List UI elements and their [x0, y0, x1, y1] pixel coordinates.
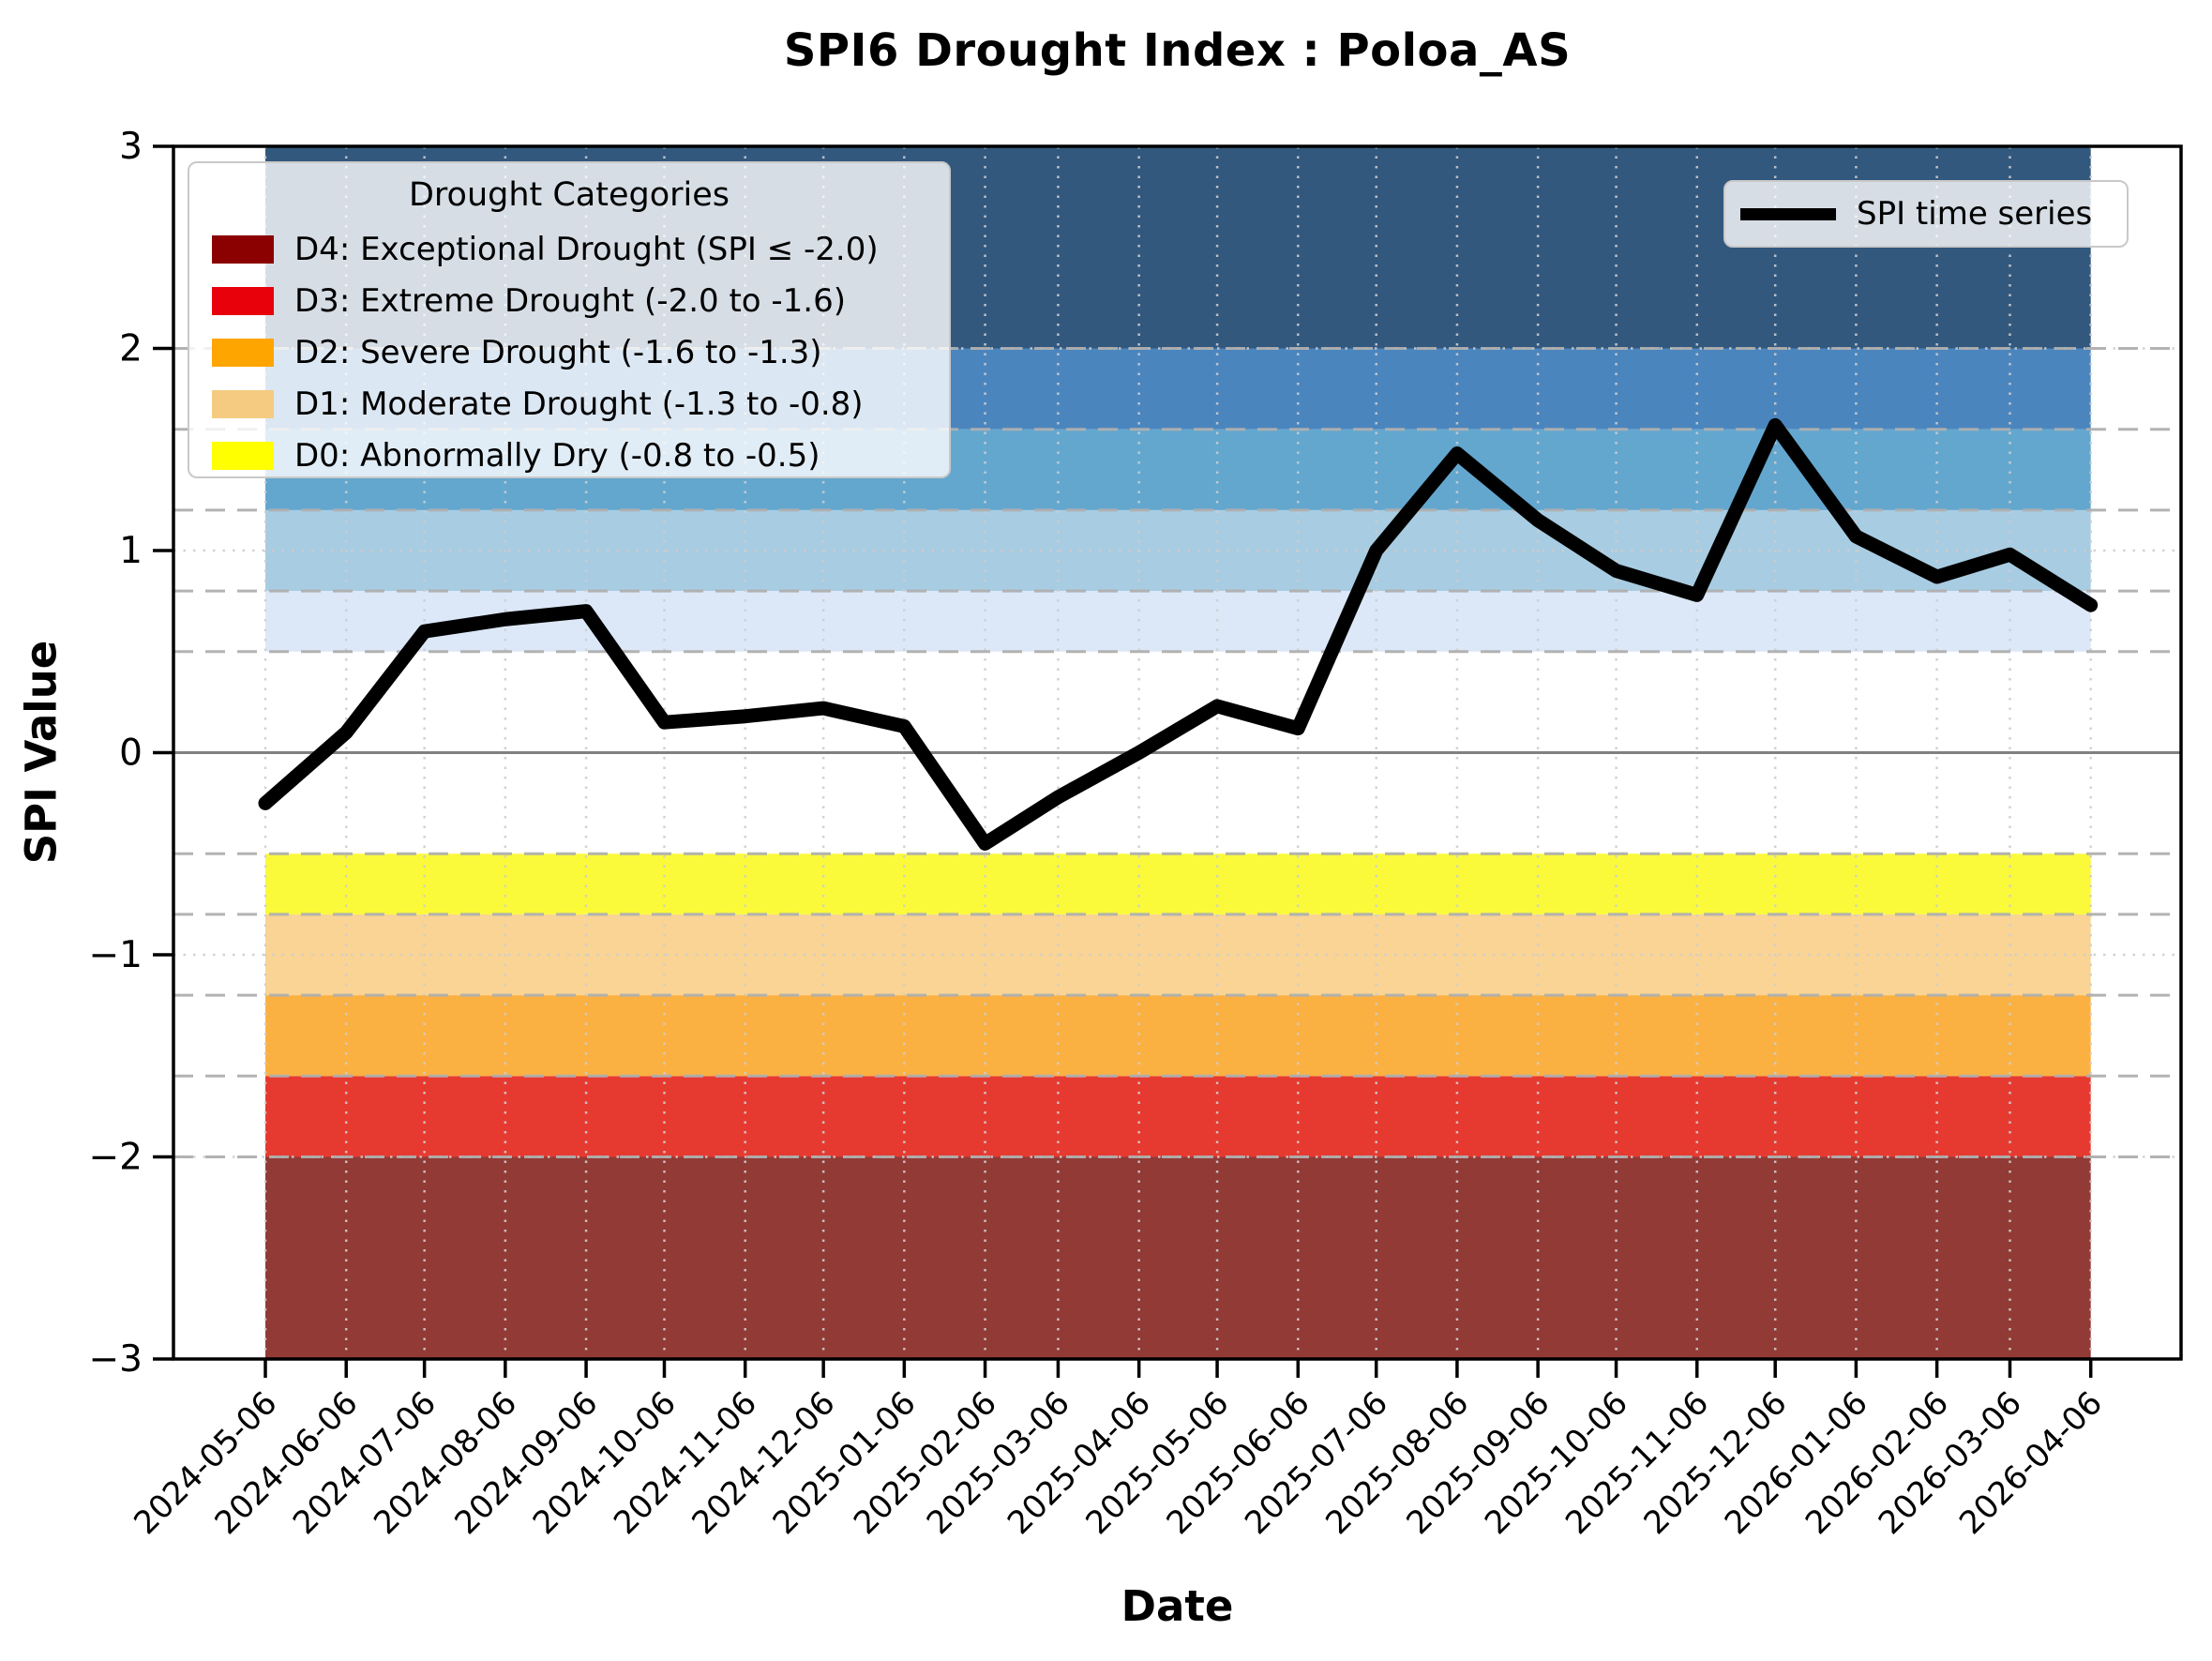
legend-item-label: D0: Abnormally Dry (-0.8 to -0.5) [294, 436, 820, 475]
legend-item-d1: D1: Moderate Drought (-1.3 to -0.8) [189, 378, 949, 430]
y-tick-label: 3 [119, 126, 143, 168]
legend-item-d4: D4: Exceptional Drought (SPI ≤ -2.0) [189, 223, 949, 275]
spi-time-series-line [258, 417, 2099, 851]
x-axis-label: Date [1121, 1581, 1234, 1631]
y-axis-label: SPI Value [16, 640, 67, 865]
x-axis-ticks: 2024-05-062024-06-062024-07-062024-08-06… [127, 1359, 2110, 1542]
series-legend: SPI time series [1723, 180, 2129, 248]
d1-color-swatch-icon [212, 389, 274, 418]
band-abnormally-dry [265, 853, 2091, 914]
legend-item-label: D3: Extreme Drought (-2.0 to -1.6) [294, 281, 846, 320]
band-exceptional-drought [265, 1156, 2091, 1359]
y-tick-label: −3 [89, 1338, 143, 1381]
y-tick-label: 2 [119, 328, 143, 370]
d2-color-swatch-icon [212, 338, 274, 367]
spi-series-polyline [258, 417, 2099, 851]
y-tick-label: 1 [119, 530, 143, 572]
y-tick-label: −1 [89, 934, 143, 976]
band-severe-drought [265, 995, 2091, 1077]
series-legend-label: SPI time series [1857, 195, 2093, 233]
legend-item-d2: D2: Severe Drought (-1.6 to -1.3) [189, 326, 949, 378]
y-tick-label: 0 [119, 732, 143, 775]
d4-color-swatch-icon [212, 234, 274, 264]
legend-item-d3: D3: Extreme Drought (-2.0 to -1.6) [189, 275, 949, 326]
legend-item-label: D4: Exceptional Drought (SPI ≤ -2.0) [294, 230, 879, 268]
legend-item-label: D2: Severe Drought (-1.6 to -1.3) [294, 333, 822, 371]
d0-color-swatch-icon [212, 441, 274, 470]
spi-line-swatch-icon [1740, 207, 1836, 220]
d3-color-swatch-icon [212, 286, 274, 315]
y-tick-label: −2 [89, 1137, 143, 1179]
y-axis-ticks: 3 2 1 0 −1 −2 −3 [89, 126, 173, 1381]
band-extreme-drought [265, 1076, 2091, 1157]
band-wet-0 [265, 591, 2091, 652]
drought-categories-legend: Drought Categories D4: Exceptional Droug… [188, 161, 951, 478]
legend-item-label: D1: Moderate Drought (-1.3 to -0.8) [294, 385, 864, 423]
legend-title: Drought Categories [408, 176, 730, 214]
legend-item-d0: D0: Abnormally Dry (-0.8 to -0.5) [189, 430, 949, 481]
chart-title: SPI6 Drought Index : Poloa_AS [783, 24, 1572, 77]
